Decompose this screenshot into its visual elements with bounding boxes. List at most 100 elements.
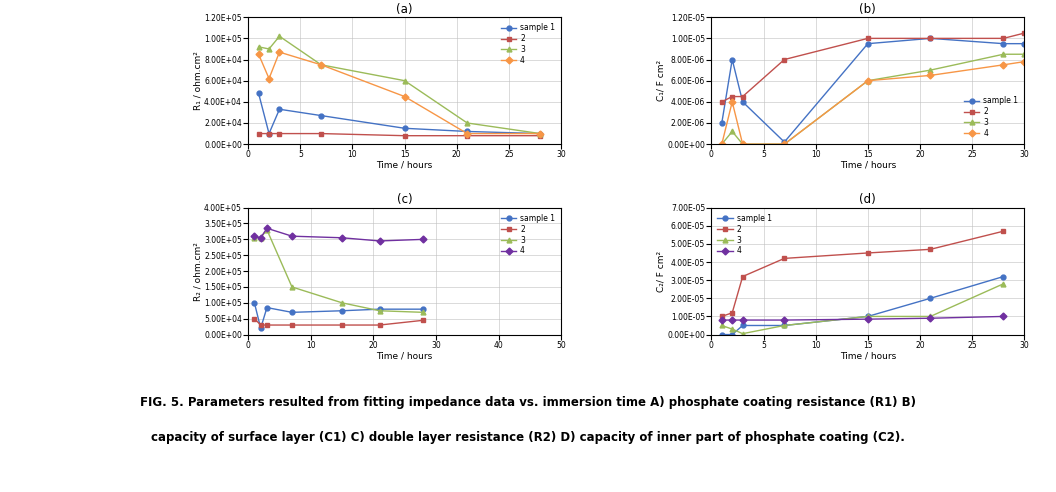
sample 1: [736, 99, 749, 105]
2: [460, 133, 473, 139]
3: [534, 130, 547, 136]
Line: sample 1: sample 1: [252, 301, 426, 331]
2: [716, 313, 729, 319]
3: [716, 323, 729, 329]
sample 1: [716, 332, 729, 338]
sample 1: [261, 305, 274, 310]
sample 1: [997, 41, 1010, 47]
X-axis label: Time / hours: Time / hours: [377, 351, 433, 360]
Title: (d): (d): [860, 193, 876, 207]
sample 1: [460, 128, 473, 134]
4: [315, 62, 327, 68]
Legend: sample 1, 2, 3, 4: sample 1, 2, 3, 4: [962, 94, 1020, 140]
3: [997, 281, 1010, 287]
Title: (a): (a): [396, 3, 413, 16]
3: [336, 300, 348, 306]
sample 1: [778, 139, 791, 145]
2: [373, 322, 385, 328]
3: [736, 141, 749, 147]
3: [924, 313, 937, 319]
2: [398, 133, 411, 139]
4: [534, 130, 547, 136]
3: [254, 235, 267, 241]
4: [736, 141, 749, 147]
Line: 3: 3: [257, 34, 543, 136]
Title: (b): (b): [860, 3, 876, 16]
sample 1: [534, 130, 547, 136]
2: [778, 255, 791, 261]
3: [716, 141, 729, 147]
sample 1: [274, 106, 286, 112]
3: [252, 44, 265, 50]
3: [997, 51, 1010, 57]
2: [725, 310, 738, 316]
2: [924, 35, 937, 41]
4: [252, 51, 265, 57]
3: [261, 227, 274, 233]
4: [285, 233, 298, 239]
sample 1: [725, 332, 738, 338]
4: [274, 49, 286, 55]
2: [736, 93, 749, 99]
sample 1: [862, 313, 874, 319]
4: [716, 141, 729, 147]
4: [725, 317, 738, 323]
X-axis label: Time / hours: Time / hours: [840, 351, 895, 360]
Line: 4: 4: [252, 226, 426, 244]
sample 1: [862, 41, 874, 47]
2: [725, 93, 738, 99]
sample 1: [315, 113, 327, 119]
sample 1: [924, 35, 937, 41]
2: [924, 246, 937, 252]
3: [460, 120, 473, 126]
sample 1: [778, 323, 791, 329]
3: [725, 326, 738, 332]
3: [862, 313, 874, 319]
4: [336, 235, 348, 241]
Line: 4: 4: [719, 314, 1006, 322]
3: [248, 235, 261, 241]
2: [263, 130, 276, 136]
sample 1: [725, 57, 738, 62]
2: [315, 130, 327, 136]
2: [254, 322, 267, 328]
4: [924, 315, 937, 321]
Line: 4: 4: [257, 50, 543, 136]
Legend: sample 1, 2, 3, 4: sample 1, 2, 3, 4: [498, 21, 558, 67]
X-axis label: Time / hours: Time / hours: [377, 161, 433, 170]
3: [778, 323, 791, 329]
sample 1: [248, 300, 261, 306]
Y-axis label: C₂/ F cm²: C₂/ F cm²: [657, 250, 666, 292]
Line: 2: 2: [252, 316, 426, 328]
3: [862, 78, 874, 84]
2: [417, 317, 430, 323]
2: [274, 130, 286, 136]
4: [373, 238, 385, 244]
sample 1: [736, 323, 749, 329]
Line: sample 1: sample 1: [719, 36, 1026, 145]
3: [725, 128, 738, 134]
3: [924, 67, 937, 73]
2: [997, 35, 1010, 41]
Y-axis label: R₂ / ohm.cm²: R₂ / ohm.cm²: [193, 242, 203, 301]
Line: sample 1: sample 1: [257, 91, 543, 136]
sample 1: [924, 295, 937, 301]
X-axis label: Time / hours: Time / hours: [840, 161, 895, 170]
2: [261, 322, 274, 328]
Text: capacity of surface layer (C1) C) double layer resistance (R2) D) capacity of in: capacity of surface layer (C1) C) double…: [151, 430, 905, 443]
Y-axis label: R₁ / ohm.cm²: R₁ / ohm.cm²: [193, 51, 203, 110]
3: [285, 284, 298, 290]
2: [336, 322, 348, 328]
sample 1: [997, 274, 1010, 279]
4: [736, 317, 749, 323]
4: [716, 317, 729, 323]
4: [725, 99, 738, 105]
Line: 3: 3: [719, 52, 1026, 147]
Legend: sample 1, 2, 3, 4: sample 1, 2, 3, 4: [715, 212, 774, 258]
4: [254, 235, 267, 241]
sample 1: [1018, 41, 1031, 47]
3: [398, 78, 411, 84]
4: [862, 78, 874, 84]
4: [1018, 59, 1031, 64]
Line: 2: 2: [719, 31, 1026, 104]
